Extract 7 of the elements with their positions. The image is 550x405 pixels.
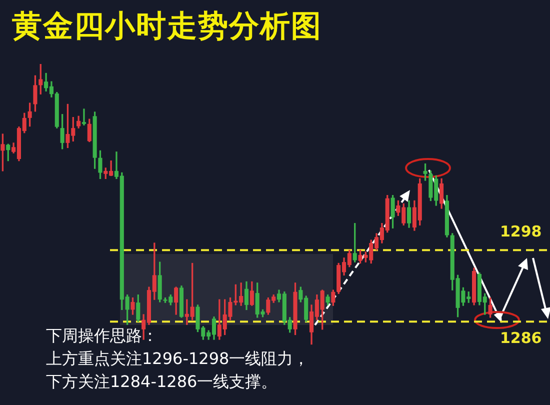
- chart-title: 黄金四小时走势分析图: [12, 8, 322, 46]
- annotation: 下方关注1284-1286一线支撑。: [46, 371, 278, 393]
- annotation: 下周操作思路：: [46, 325, 159, 347]
- ref-line-label: 1286: [500, 329, 542, 348]
- candlestick: [82, 108, 86, 126]
- ref-line-label: 1298: [500, 222, 542, 241]
- annotation: 上方重点关注1296-1298一线阻力，: [46, 348, 310, 370]
